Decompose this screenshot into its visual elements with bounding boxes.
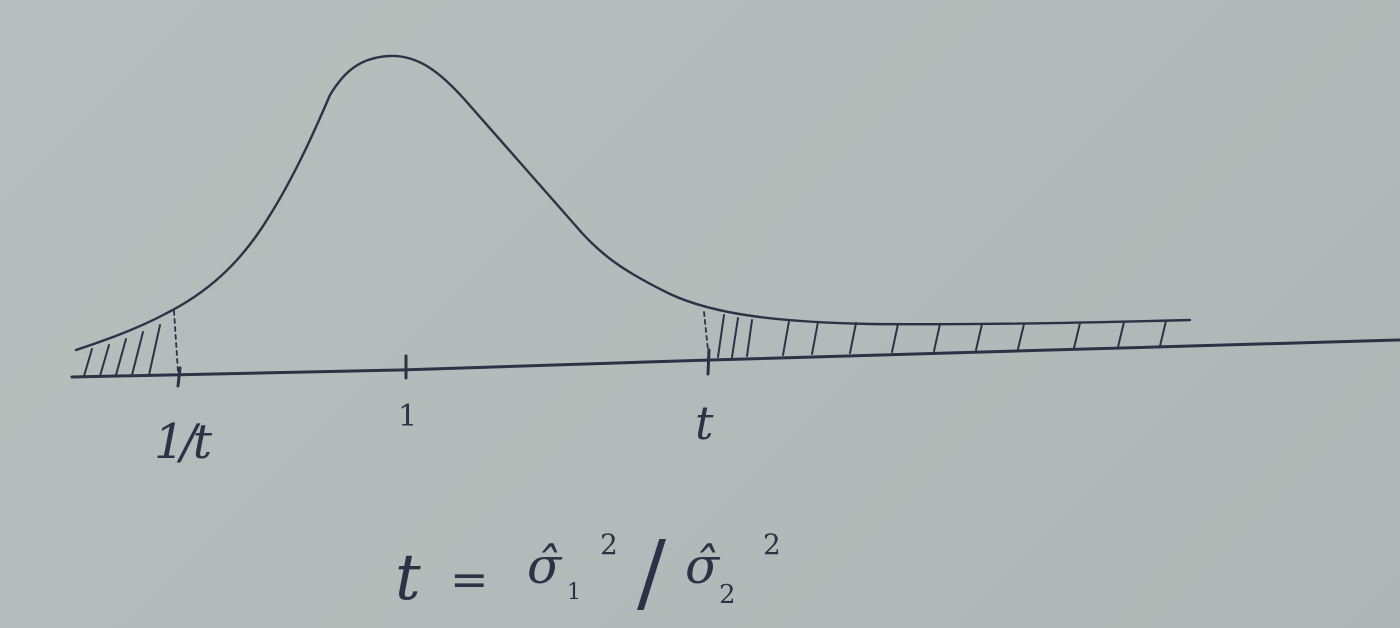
formula-denominator-superscript: 2	[763, 528, 781, 561]
density-curve	[74, 54, 1192, 352]
formula-equals: =	[450, 552, 489, 606]
right-tail-boundary	[703, 311, 710, 361]
variance-ratio-formula: t = σ̂ 1 2 / σ̂ 2 2	[395, 528, 815, 618]
left-tail-hatching	[83, 324, 161, 377]
right-tail-hatching	[717, 314, 1167, 358]
formula-denominator-subscript: 2	[719, 580, 736, 610]
formula-sigma-hat-numerator: σ̂	[527, 537, 562, 595]
left-tail-boundary	[173, 310, 179, 373]
formula-slash: /	[637, 523, 666, 623]
label-reciprocal-t: 1/t	[154, 414, 212, 470]
formula-numerator-superscript: 2	[600, 528, 618, 561]
formula-lhs: t	[395, 541, 421, 615]
tick-reciprocal-t	[176, 366, 182, 388]
label-one: 1	[398, 399, 418, 434]
formula-sigma-hat-denominator: σ̂	[685, 537, 720, 595]
label-t: t	[695, 396, 714, 450]
formula-numerator-subscript: 1	[567, 580, 581, 605]
horizontal-axis	[70, 338, 1400, 379]
